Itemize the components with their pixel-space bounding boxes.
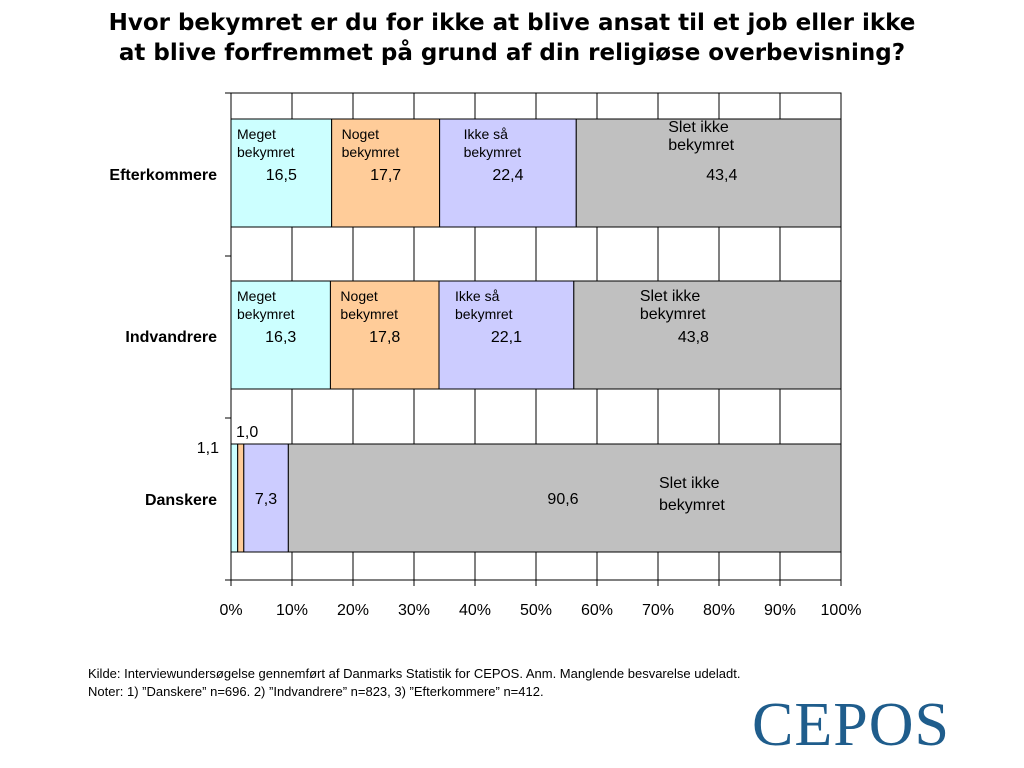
category-label: Efterkommere (109, 167, 217, 184)
data-label: 90,6 (547, 491, 578, 508)
bar-series-label: bekymret (237, 306, 295, 322)
bar-series-label: Noget (342, 126, 379, 142)
title-line-2: at blive forfremmet på grund af din reli… (118, 40, 906, 66)
bar-series-label: Ikke så (464, 126, 509, 142)
bar-segment (573, 280, 842, 390)
bar-series-label: bekymret (455, 306, 513, 322)
data-label: 16,3 (265, 329, 296, 346)
x-tick-label: 30% (398, 602, 430, 619)
bar-series-label: bekymret (659, 497, 725, 514)
x-tick-label: 10% (276, 602, 308, 619)
data-label: 7,3 (255, 491, 277, 508)
data-label: 16,5 (266, 167, 297, 184)
bar-segment (237, 443, 245, 553)
bar-series-label: bekymret (640, 306, 706, 323)
x-tick-label: 70% (642, 602, 674, 619)
bar-series-label: Slet ikke (659, 475, 720, 492)
x-tick-label: 0% (219, 602, 242, 619)
bar-segment (575, 118, 842, 228)
bar-series-label: bekymret (237, 144, 295, 160)
data-label: 1,0 (236, 424, 258, 441)
bar-segment (230, 443, 239, 553)
stacked-bar-chart: 0% 10% 20% 30% 40% 50% 60% 70% 80% 90% 100% Efterko… (109, 92, 862, 619)
bar-series-label: bekymret (668, 137, 734, 154)
data-label: 43,4 (706, 167, 737, 184)
cepos-logo: CEPOS (752, 691, 950, 759)
data-label: 43,8 (678, 329, 709, 346)
bar-series-label: bekymret (342, 144, 400, 160)
bar-series-label: Slet ikke (640, 288, 701, 305)
footnote-source: Kilde: Interviewundersøgelse gennemført … (88, 666, 741, 681)
x-tick-label: 50% (520, 602, 552, 619)
bar-series-label: bekymret (464, 144, 522, 160)
x-tick-label: 90% (764, 602, 796, 619)
bar-segment (287, 443, 842, 553)
data-label: 22,4 (492, 167, 523, 184)
bar-segment (438, 280, 575, 390)
title-line-1: Hvor bekymret er du for ikke at blive an… (108, 10, 916, 36)
data-label: 17,8 (369, 329, 400, 346)
bar-segment (329, 280, 440, 390)
footnote-notes: Noter: 1) ”Danskere” n=696. 2) ”Indvandr… (88, 684, 544, 699)
data-label: 22,1 (491, 329, 522, 346)
bar-series-label: Slet ikke (668, 119, 729, 136)
category-label: Danskere (145, 492, 217, 509)
bar-series-label: Meget (237, 288, 276, 304)
chart-title: Hvor bekymret er du for ikke at blive an… (0, 8, 1024, 68)
footnote: Kilde: Interviewundersøgelse gennemført … (88, 665, 740, 701)
bar-series-label: Noget (340, 288, 377, 304)
x-tick-label: 80% (703, 602, 735, 619)
x-tick-label: 100% (821, 602, 862, 619)
x-tick-label: 60% (581, 602, 613, 619)
x-tick-label: 20% (337, 602, 369, 619)
bar-segment (439, 118, 577, 228)
bar-segment (331, 118, 441, 228)
bar-series-label: Ikke så (455, 288, 500, 304)
bar-series-label: bekymret (340, 306, 398, 322)
bar-segment (230, 280, 331, 390)
data-label: 1,1 (197, 440, 219, 457)
x-tick-label: 40% (459, 602, 491, 619)
data-label: 17,7 (370, 167, 401, 184)
bar-series-label: Meget (237, 126, 276, 142)
category-label: Indvandrere (125, 329, 217, 346)
